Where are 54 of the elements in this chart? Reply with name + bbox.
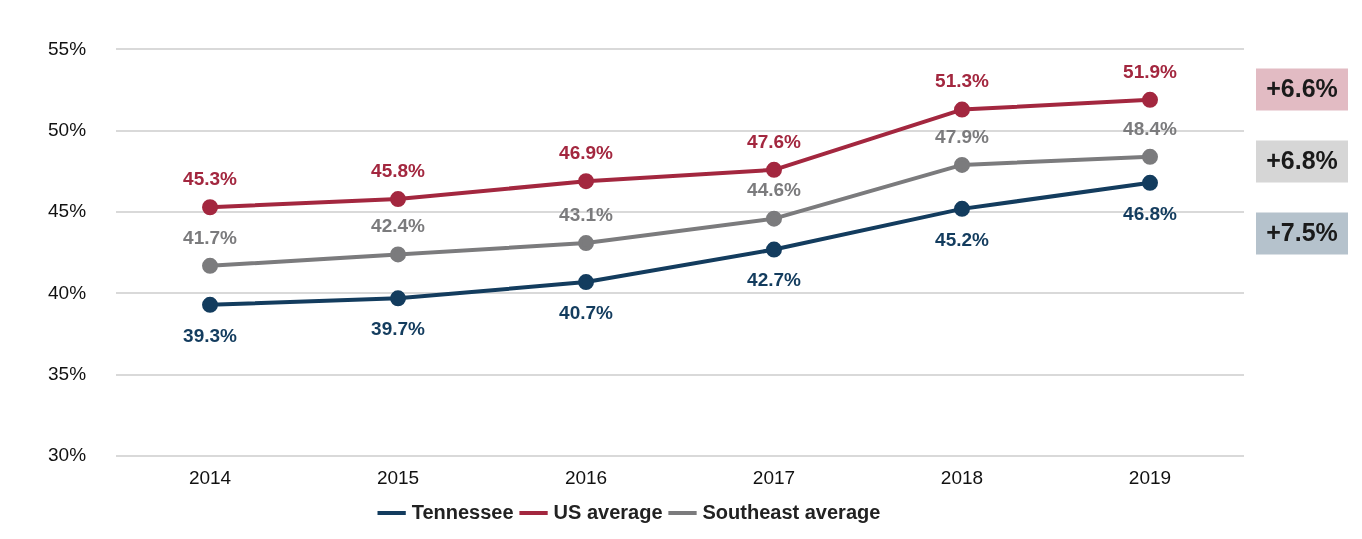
point <box>202 296 219 313</box>
point <box>954 156 971 173</box>
point <box>1142 91 1158 108</box>
point <box>954 101 971 118</box>
data-label: 42.4% <box>371 215 426 237</box>
data-label: 40.7% <box>559 301 614 323</box>
legend-label: Tennessee <box>411 500 514 523</box>
y-tick-label: 40% <box>48 281 87 303</box>
y-tick-label: 30% <box>48 444 87 466</box>
point <box>766 210 783 227</box>
x-tick-label: 2014 <box>188 466 232 488</box>
data-label: 46.8% <box>1123 202 1178 224</box>
point <box>202 257 219 274</box>
data-label: 51.9% <box>1123 60 1178 82</box>
point <box>578 235 595 252</box>
data-label: 51.3% <box>935 70 990 92</box>
data-label: 42.7% <box>747 269 802 291</box>
legend-label: US average <box>553 500 663 523</box>
x-tick-label: 2018 <box>940 466 984 488</box>
data-label: 45.8% <box>371 159 426 181</box>
x-tick-label: 2016 <box>564 466 608 488</box>
point <box>390 290 407 307</box>
x-tick-label: 2015 <box>376 466 420 488</box>
point <box>1142 174 1158 191</box>
text: +7.5% <box>1266 218 1338 247</box>
data-label: 47.9% <box>935 125 990 147</box>
point <box>954 200 971 217</box>
y-tick-label: 50% <box>48 118 87 140</box>
data-label: 39.7% <box>371 318 426 340</box>
data-label: 47.6% <box>747 130 802 152</box>
data-label: 44.6% <box>747 179 802 201</box>
data-label: 41.7% <box>183 226 238 248</box>
y-tick-label: 55% <box>48 37 87 59</box>
text: +6.6% <box>1266 74 1338 103</box>
data-label: 39.3% <box>183 324 238 346</box>
point <box>578 173 595 190</box>
x-tick-label: 2019 <box>1128 466 1172 488</box>
data-label: 45.2% <box>935 228 990 250</box>
point <box>766 161 783 178</box>
text: +6.8% <box>1266 146 1338 175</box>
point <box>578 274 595 291</box>
point <box>766 241 783 258</box>
point <box>390 246 407 263</box>
data-label: 45.3% <box>183 167 238 189</box>
data-label: 43.1% <box>559 203 614 225</box>
data-label: 48.4% <box>1123 117 1178 139</box>
x-tick-label: 2017 <box>752 466 796 488</box>
legend-label: Southeast average <box>702 500 881 523</box>
data-label: 46.9% <box>559 141 614 163</box>
point <box>390 191 407 208</box>
y-tick-label: 35% <box>48 363 87 385</box>
point <box>1142 148 1158 165</box>
point <box>202 199 219 216</box>
y-tick-label: 45% <box>48 200 87 222</box>
